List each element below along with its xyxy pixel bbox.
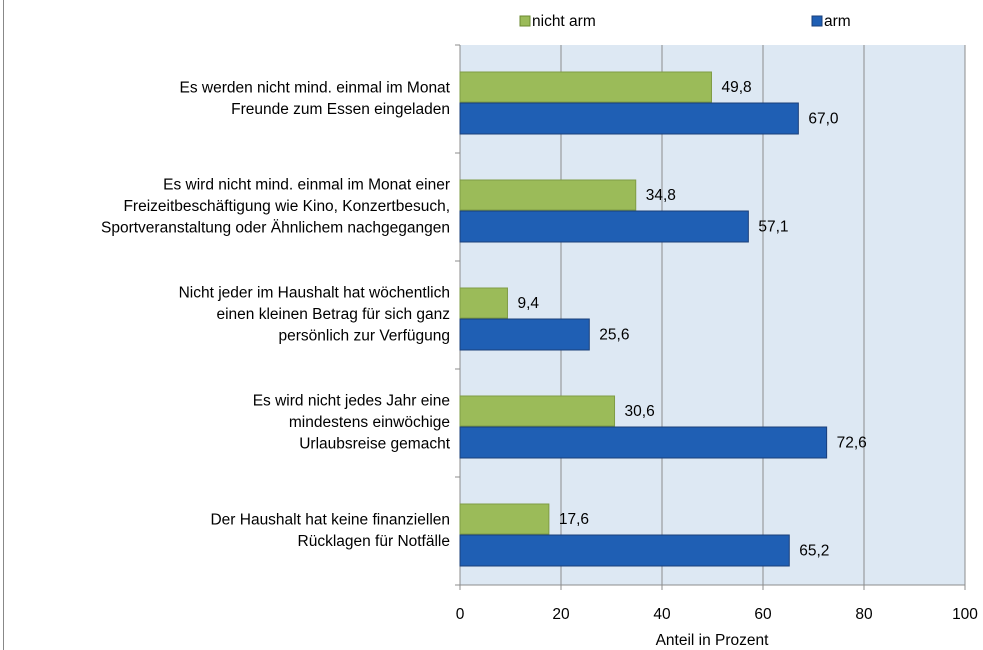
- bar: [459, 179, 637, 211]
- bar: [459, 71, 712, 103]
- value-label: 9,4: [517, 295, 539, 312]
- value-label: 57,1: [758, 219, 788, 236]
- category-label: Es werden nicht mind. einmal im Monat Fre…: [179, 79, 450, 118]
- category-label: Es wird nicht mind. einmal im Monat eine…: [101, 177, 450, 237]
- x-tick-label: 60: [754, 606, 772, 623]
- x-tick-label: 100: [952, 606, 978, 623]
- category-label-line: Urlaubsreise gemacht: [299, 436, 450, 453]
- bar: [459, 287, 508, 319]
- legend-label: arm: [824, 13, 851, 30]
- value-label: 34,8: [646, 187, 676, 204]
- category-label-line: Der Haushalt hat keine finanziellen: [210, 511, 450, 528]
- category-label-line: Freunde zum Essen eingeladen: [231, 101, 450, 118]
- value-label: 49,8: [721, 79, 751, 96]
- value-label: 72,6: [837, 435, 867, 452]
- category-label-line: einen kleinen Betrag für sich ganz: [216, 306, 450, 323]
- category-label-line: Sportveranstaltung oder Ähnlichem nachge…: [101, 220, 450, 237]
- frame: [3, 0, 4, 650]
- category-label-line: Es wird nicht jedes Jahr eine: [253, 393, 450, 410]
- legend-label: nicht arm: [532, 13, 596, 30]
- category-label-line: Nicht jeder im Haushalt hat wöchentlich: [179, 285, 450, 302]
- category-label-line: Es wird nicht mind. einmal im Monat eine…: [163, 177, 450, 194]
- category-label-line: Rücklagen für Notfälle: [298, 533, 451, 550]
- x-tick-label: 20: [552, 606, 570, 623]
- x-tick-label: 40: [653, 606, 671, 623]
- value-label: 17,6: [559, 511, 589, 528]
- legend-swatch: [811, 15, 823, 27]
- value-label: 30,6: [625, 403, 655, 420]
- value-label: 25,6: [599, 327, 629, 344]
- category-label: Der Haushalt hat keine finanziellen Rückl…: [210, 511, 450, 550]
- bar: [459, 210, 749, 243]
- category-label: Nicht jeder im Haushalt hat wöchentlich e…: [179, 285, 450, 345]
- x-tick-label: 0: [456, 606, 465, 623]
- category-label-line: Es werden nicht mind. einmal im Monat: [179, 79, 450, 96]
- bar: [459, 395, 616, 427]
- x-axis-title: Anteil in Prozent: [656, 632, 770, 649]
- legend-swatch: [519, 15, 531, 27]
- value-label: 67,0: [808, 111, 839, 128]
- category-label-line: mindestens einwöchige: [289, 414, 450, 431]
- category-label: Es wird nicht jedes Jahr eine mindestens …: [253, 393, 451, 453]
- bar: [459, 318, 590, 351]
- bar: [459, 503, 550, 535]
- value-label: 65,2: [799, 543, 829, 560]
- bar: [459, 102, 799, 135]
- category-label-line: Freizeitbeschäftigung wie Kino, Konzertb…: [123, 198, 450, 215]
- bar: [459, 534, 790, 567]
- bar: [459, 426, 828, 459]
- category-label-line: persönlich zur Verfügung: [279, 328, 450, 345]
- plot-area: [460, 45, 965, 585]
- x-tick-label: 80: [855, 606, 873, 623]
